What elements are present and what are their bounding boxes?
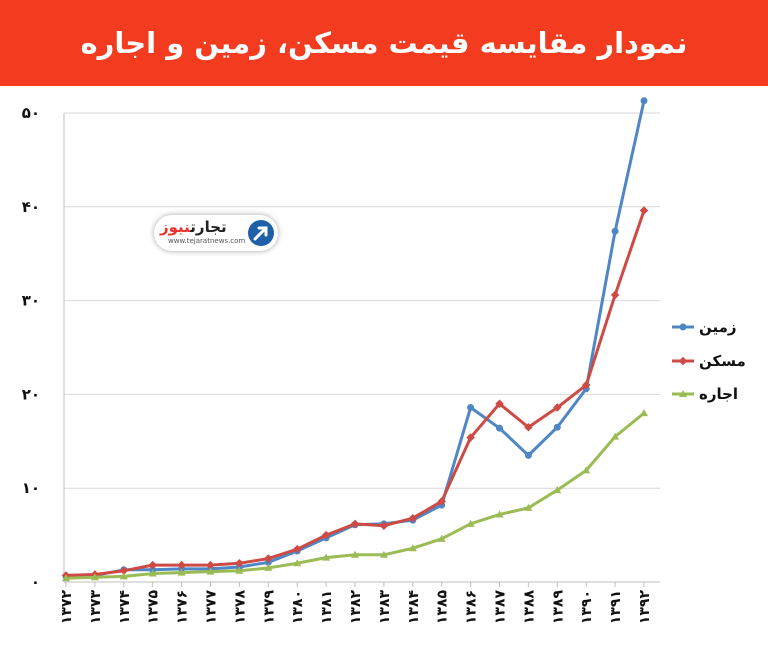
- x-tick-label: ۱۳۸۹: [550, 590, 566, 625]
- x-tick-label: ۱۳۹۱: [608, 590, 624, 624]
- x-tick-label: ۱۳۷۸: [232, 590, 248, 625]
- data-point: [293, 559, 302, 567]
- y-tick-label: ۰: [31, 573, 40, 591]
- data-point: [582, 466, 591, 474]
- x-tick-label: ۱۳۷۲: [59, 590, 75, 625]
- x-tick-label: ۱۳۸۰: [290, 590, 306, 624]
- y-tick-label: ۲۰: [22, 385, 40, 403]
- legend-marker: [678, 356, 688, 366]
- data-point: [581, 380, 591, 390]
- data-point: [639, 206, 649, 215]
- x-tick-label: ۱۳۸۴: [406, 590, 422, 625]
- data-point: [437, 497, 446, 506]
- chart-title: نمودار مقایسه قیمت مسکن، زمین و اجاره: [80, 26, 688, 60]
- data-point: [467, 404, 475, 412]
- data-point: [177, 568, 186, 576]
- header-bar: [0, 0, 768, 86]
- y-tick-label: ۱۰: [22, 479, 40, 497]
- x-tick-label: ۱۳۸۲: [348, 590, 364, 625]
- legend-marker: [679, 390, 687, 397]
- data-point: [495, 399, 504, 409]
- x-tick-label: ۱۳۷۳: [88, 590, 104, 625]
- legend-label: مسکن: [699, 352, 746, 370]
- logo-arrow-icon: [248, 220, 274, 246]
- data-point: [235, 566, 244, 574]
- x-tick-label: ۱۳۷۵: [146, 590, 162, 625]
- x-tick-label: ۱۳۸۱: [319, 590, 335, 624]
- logo-name: تجارتنیوز: [160, 218, 227, 236]
- data-point: [322, 553, 331, 561]
- x-tick-label: ۱۳۹۰: [579, 590, 595, 624]
- data-point: [466, 433, 475, 442]
- data-point: [90, 573, 99, 581]
- x-tick-label: ۱۳۸۸: [521, 590, 537, 625]
- x-tick-label: ۱۳۹۲: [637, 590, 653, 625]
- y-tick-label: ۴۰: [22, 198, 40, 216]
- series-line-0: [65, 100, 646, 578]
- x-axis-ticks: ۱۳۷۲ ۱۳۷۳ ۱۳۷۴ ۱۳۷۵ ۱۳۷۶ ۱۳۷۷ ۱۳۷۸ ۱۳۷۹ ۱۳۸۰ ۱۳۸۱…: [59, 582, 653, 624]
- data-point: [62, 574, 70, 582]
- gridlines: [63, 112, 660, 583]
- data-point: [466, 519, 475, 527]
- data-point: [351, 550, 359, 558]
- y-tick-label: ۳۰: [22, 292, 40, 310]
- data-point: [292, 544, 302, 554]
- data-point: [379, 550, 388, 558]
- legend: زمین مسکن اجاره: [672, 318, 746, 403]
- x-tick-label: ۱۳۸۳: [377, 590, 393, 625]
- series-lines: [61, 97, 649, 582]
- data-point: [321, 530, 331, 540]
- data-point: [610, 290, 620, 300]
- data-point: [148, 569, 157, 577]
- data-point: [437, 534, 446, 542]
- logo-url: www.tejaratnews.com: [168, 237, 246, 245]
- x-tick-label: ۱۳۷۷: [204, 590, 220, 625]
- data-point: [611, 432, 620, 440]
- legend-label: اجاره: [699, 385, 738, 403]
- x-tick-label: ۱۳۷۴: [117, 590, 133, 625]
- y-axis-ticks: ۰ ۱۰ ۲۰ ۳۰ ۴۰ ۵۰: [22, 104, 40, 591]
- data-point: [524, 422, 533, 432]
- data-point: [206, 567, 215, 575]
- data-point: [119, 572, 128, 580]
- x-tick-label: ۱۳۷۶: [175, 590, 191, 624]
- x-tick-label: ۱۳۸۵: [435, 590, 451, 625]
- data-point: [408, 513, 418, 523]
- x-tick-label: ۱۳۸۶: [464, 590, 480, 624]
- data-point: [524, 451, 532, 459]
- data-point: [379, 521, 389, 530]
- data-point: [611, 227, 619, 235]
- data-point: [264, 554, 273, 563]
- data-point: [640, 97, 648, 105]
- data-point: [640, 409, 648, 417]
- data-point: [553, 486, 562, 494]
- tejaratnews-logo: تجارتنیوز www.tejaratnews.com: [154, 215, 278, 251]
- data-point: [408, 544, 417, 552]
- data-point: [553, 423, 561, 431]
- legend-label: زمین: [699, 318, 737, 336]
- data-point: [350, 519, 360, 529]
- data-point: [496, 424, 503, 432]
- data-point: [495, 510, 504, 518]
- data-point: [264, 563, 273, 571]
- data-point: [524, 503, 533, 511]
- legend-marker: [679, 323, 687, 331]
- x-tick-label: ۱۳۷۹: [261, 590, 277, 625]
- y-tick-label: ۵۰: [22, 104, 40, 122]
- data-point: [553, 403, 562, 412]
- x-tick-label: ۱۳۸۷: [493, 590, 509, 625]
